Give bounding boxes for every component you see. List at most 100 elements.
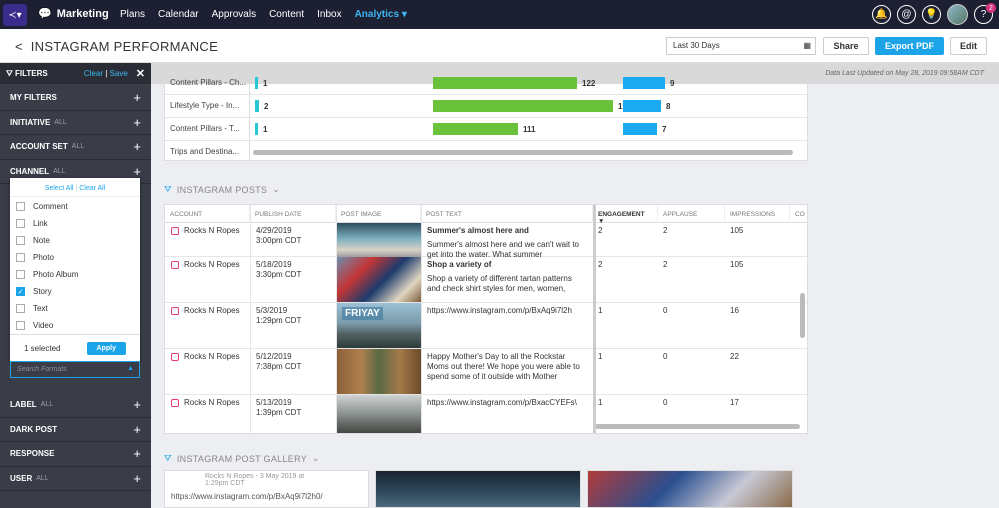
column-header[interactable]: POST IMAGE [336,205,421,223]
filter-my-filters[interactable]: MY FILTERS + [0,86,151,111]
checkbox[interactable] [16,202,25,211]
column-header[interactable]: APPLAUSE [658,205,725,223]
plus-icon[interactable]: + [133,139,141,155]
format-option[interactable]: Comment [10,198,140,215]
filter-label[interactable]: LABEL ALL + [0,393,151,418]
format-option[interactable]: Note [10,232,140,249]
mentions-icon[interactable]: @ [897,5,916,24]
checkbox[interactable] [16,270,25,279]
breakdown-bar-table: Content Pillars - Ch... 1 122 9 Lifestyle Ty… [164,77,808,164]
checkbox[interactable] [16,253,25,262]
publish-time: 3:30pm CDT [256,270,302,279]
publish-date-cell: 5/12/2019 7:38pm CDT [256,352,301,372]
sort-desc-icon[interactable]: ▼ [598,218,605,225]
column-header[interactable]: POST TEXT [421,205,593,223]
column-header-label: POST IMAGE [341,211,382,218]
post-image[interactable] [336,257,421,302]
menu-item-analytics[interactable]: Analytics ▾ [354,9,407,20]
filter-dark-post[interactable]: DARK POST + [0,418,151,442]
table-row[interactable]: Rocks N Ropes 5/18/2019 3:30pm CDT Shop a v… [165,257,807,303]
search-formats-placeholder: Search Formats [17,366,67,373]
save-filters-link[interactable]: Save [109,69,128,78]
plus-icon[interactable]: + [133,90,141,106]
gallery-card-url[interactable]: https://www.instagram.com/p/BxAq9i7l2h0/ [171,492,323,501]
gallery-image[interactable] [375,470,581,508]
format-option[interactable]: Photo [10,249,140,266]
filter-account-set[interactable]: ACCOUNT SET ALL + [0,135,151,160]
help-icon[interactable]: ? 2 [974,3,996,24]
engagement-cell: 1 [598,306,603,315]
format-option[interactable]: Text [10,300,140,317]
plus-icon[interactable]: + [133,421,141,437]
brand-logo-icon[interactable]: ≺▾ [3,4,27,26]
format-option[interactable]: ✓ Story [10,283,140,300]
engagement-cell: 2 [598,260,603,269]
filter-user[interactable]: USER ALL + [0,467,151,491]
notification-bell-icon[interactable]: 🔔 [872,5,891,24]
post-text: https://www.instagram.com/p/BxAq9i7l2h [427,306,572,315]
table-row[interactable]: Rocks N Ropes 4/29/2019 3:00pm CDT Summer's… [165,223,807,268]
filter-initiative[interactable]: INITIATIVE ALL + [0,111,151,135]
checkbox[interactable] [16,304,25,313]
close-icon[interactable]: ✕ [135,68,145,80]
caret-up-icon[interactable]: ▲ [127,365,134,372]
checkbox[interactable] [16,219,25,228]
format-option[interactable]: Photo Album [10,266,140,283]
date-range-picker[interactable]: Last 30 Days ▦ [666,37,816,55]
format-option[interactable]: Link [10,215,140,232]
column-header[interactable]: IMPRESSIONS [725,205,790,223]
gallery-image[interactable] [587,470,793,508]
plus-icon[interactable]: + [133,470,141,486]
format-option[interactable]: Video [10,317,140,334]
menu-item-approvals[interactable]: Approvals [211,9,257,20]
column-header[interactable]: ACCOUNT [165,205,250,223]
plus-icon[interactable]: + [133,163,141,179]
checkbox[interactable] [16,321,25,330]
avatar[interactable] [947,4,968,25]
table-row[interactable]: Rocks N Ropes 5/12/2019 7:38pm CDT Happy Mo… [165,349,807,395]
column-header[interactable]: PUBLISH DATE [250,205,336,223]
table-row[interactable]: Rocks N Ropes 5/3/2019 1:29pm CDT FRIYAY htt… [165,303,807,349]
table-row[interactable]: Rocks N Ropes 5/13/2019 1:39pm CDT https://… [165,395,807,433]
filter-all-tag: ALL [71,143,85,151]
format-option-label: Story [33,287,52,296]
plus-icon[interactable]: + [133,446,141,462]
post-image[interactable] [336,349,421,394]
back-arrow-icon[interactable]: < [15,39,23,54]
app-switcher[interactable]: 💬 Marketing [38,7,109,21]
instagram-gallery-title[interactable]: ⛛ INSTAGRAM POST GALLERY ⌄ [164,453,320,464]
apply-button[interactable]: Apply [86,342,126,355]
instagram-icon [171,306,179,315]
export-pdf-button[interactable]: Export PDF [875,37,944,55]
checkbox[interactable] [16,236,25,245]
publish-time: 1:39pm CDT [256,408,302,417]
select-all-link[interactable]: Select All [44,185,74,192]
filter-response[interactable]: RESPONSE + [0,442,151,467]
bar-value: 122 [582,79,596,88]
column-header-label: ENGAGEMENT [598,211,645,218]
edit-button[interactable]: Edit [950,37,987,55]
menu-item-content[interactable]: Content [269,9,305,20]
clear-filters-link[interactable]: Clear [83,69,103,78]
search-formats-input[interactable]: Search Formats ▲ [10,361,140,378]
menu-item-inbox[interactable]: Inbox [317,9,342,20]
menu-item-plans[interactable]: Plans [120,9,146,20]
vertical-scrollbar[interactable] [800,293,805,338]
plus-icon[interactable]: + [133,114,141,130]
lightbulb-icon[interactable]: 💡 [922,5,941,24]
plus-icon[interactable]: + [133,397,141,413]
instagram-posts-title[interactable]: ⛛ INSTAGRAM POSTS ⌄ [164,184,280,195]
share-button[interactable]: Share [823,37,869,55]
bar [623,123,657,135]
checkbox[interactable]: ✓ [16,287,25,296]
column-header[interactable]: ENGAGEMENT ▼ [593,205,658,225]
column-header[interactable]: CO [790,205,807,223]
clear-all-link[interactable]: Clear All [79,185,106,192]
gallery-card[interactable]: Rocks N Ropes - 3 May 2019 at 1:29pm CDT… [164,470,369,508]
horizontal-scrollbar[interactable] [595,424,800,429]
post-text: Summer's almost here and we can't wait t… [427,240,580,259]
horizontal-scrollbar[interactable] [253,150,793,155]
menu-item-calendar[interactable]: Calendar [158,9,199,20]
post-image[interactable] [336,395,421,433]
post-image[interactable]: FRIYAY [336,303,421,348]
